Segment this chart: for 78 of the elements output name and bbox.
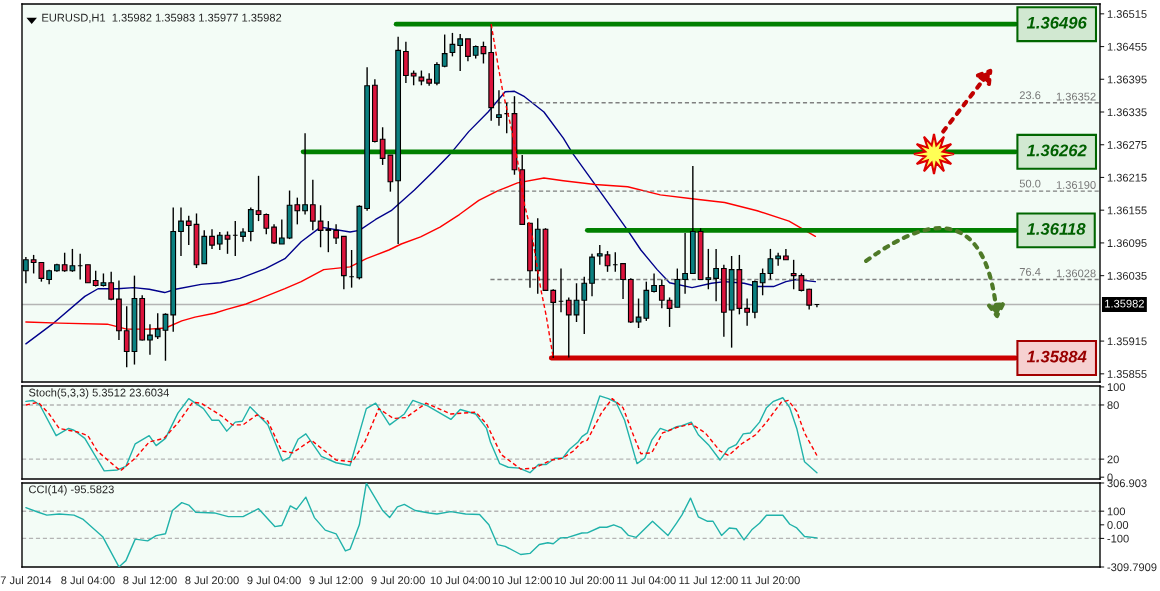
y-tick-label: 100 <box>1107 383 1126 392</box>
chart-title: Stoch(5,3,3) 5.3512 23.6034 <box>28 388 169 399</box>
candlestick <box>333 223 339 245</box>
x-tick-label: 8 Jul 20:00 <box>185 576 239 585</box>
x-tick-label: 9 Jul 20:00 <box>371 576 425 585</box>
y-tick-label: 1.36515 <box>1107 10 1147 18</box>
annotation: 1.36028 <box>1056 269 1096 278</box>
candlestick <box>209 228 215 250</box>
x-tick-label: 10 Jul 04:00 <box>430 576 491 585</box>
annotation: 1.36352 <box>1056 92 1096 101</box>
x-tick-label: 10 Jul 12:00 <box>492 576 553 585</box>
y-tick-label: 100 <box>1107 507 1126 516</box>
line-series <box>25 90 817 345</box>
candlestick <box>108 271 115 301</box>
candlestick <box>178 206 184 257</box>
text: EURUSD,H1 1.35982 1.35983 1.35977 1.35982 <box>42 13 282 23</box>
candlestick <box>247 206 254 242</box>
candlestick <box>457 33 464 72</box>
candlestick <box>426 72 433 87</box>
candlestick <box>658 278 665 310</box>
candlestick <box>651 272 657 294</box>
y-tick-label: 1.36275 <box>1107 140 1147 149</box>
candlestick <box>185 214 192 246</box>
candlestick <box>581 276 588 335</box>
candlestick <box>604 250 611 273</box>
y-tick-label: 1.36395 <box>1107 75 1147 84</box>
candlestick <box>309 178 316 232</box>
candlestick <box>434 61 440 86</box>
y-tick-label: 1.36335 <box>1107 108 1147 117</box>
candlestick <box>565 296 572 359</box>
y-tick-label: 1.36035 <box>1107 271 1147 280</box>
candlestick <box>550 288 557 359</box>
candlestick <box>224 230 231 255</box>
series-label: 50.0 <box>1019 179 1041 188</box>
candlestick <box>713 248 719 302</box>
candlestick <box>620 262 626 300</box>
x-tick-label: 9 Jul 12:00 <box>309 576 363 585</box>
series-label: 1.35884 <box>1026 350 1087 363</box>
y-tick-label: 1.35855 <box>1107 370 1147 378</box>
series-label: 76.4 <box>1019 268 1041 276</box>
ref-line-label: 1.35982 <box>1105 299 1144 308</box>
series-label: 23.6 <box>1019 91 1041 100</box>
y-tick-label: -309.7909 <box>1107 563 1157 572</box>
y-tick-label: 20 <box>1107 455 1119 464</box>
chart-title: CCI(14) -95.5823 <box>29 485 114 496</box>
x-tick-label: 8 Jul 04:00 <box>61 576 115 585</box>
candlestick <box>403 40 409 84</box>
y-tick-label: 1.35915 <box>1107 337 1147 346</box>
x-tick-label: 11 Jul 12:00 <box>679 576 738 585</box>
x-tick-label: 8 Jul 12:00 <box>123 576 177 585</box>
candlestick <box>775 252 782 267</box>
x-tick-label: 9 Jul 04:00 <box>247 576 301 585</box>
candlestick <box>496 89 502 127</box>
series-label: 1.36118 <box>1026 223 1086 235</box>
candlestick <box>441 33 448 68</box>
y-tick-label: 0.00 <box>1107 521 1129 529</box>
candlestick <box>465 38 471 62</box>
y-tick-label: 80 <box>1107 401 1119 410</box>
x-tick-label: 11 Jul 20:00 <box>741 576 800 585</box>
y-tick-label: 1.36155 <box>1107 206 1147 215</box>
series-label: 1.36496 <box>1026 16 1087 29</box>
x-tick-label: 11 Jul 04:00 <box>617 576 676 585</box>
series-label: 1.36262 <box>1026 144 1087 157</box>
candlestick <box>278 218 285 245</box>
y-tick-label: 1.36095 <box>1107 239 1147 248</box>
y-tick-label: -100 <box>1107 534 1129 543</box>
x-tick-label: 7 Jul 2014 <box>0 576 52 585</box>
candlestick <box>744 297 751 327</box>
candlestick <box>147 323 153 356</box>
annotation: 1.36190 <box>1056 181 1096 189</box>
candlestick <box>682 232 688 295</box>
line-series <box>25 483 818 567</box>
candlestick <box>302 132 308 216</box>
y-tick-label: 1.36455 <box>1107 42 1147 51</box>
candlestick <box>596 244 603 266</box>
y-tick-label: 1.36215 <box>1107 173 1147 182</box>
candlestick <box>449 32 456 58</box>
x-tick-label: 10 Jul 20:00 <box>554 576 615 585</box>
